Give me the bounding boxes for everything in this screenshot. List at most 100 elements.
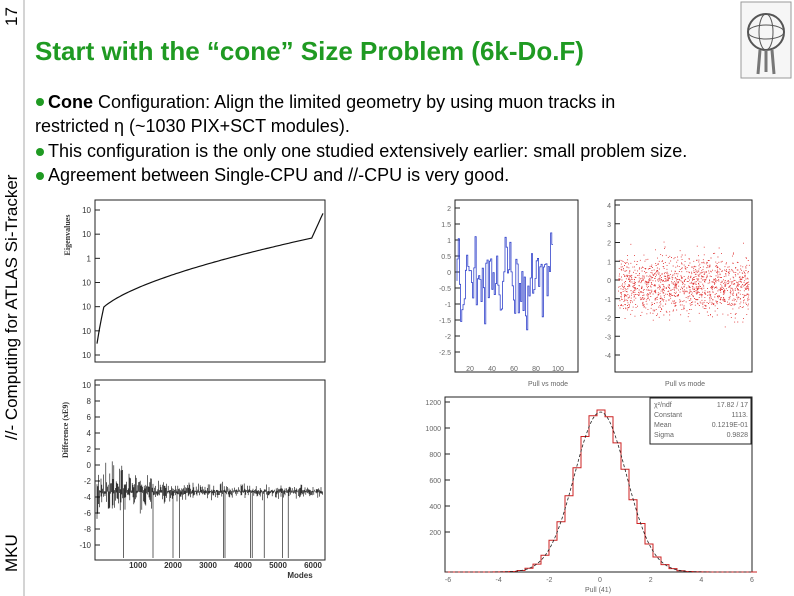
- y-tick-label: 10: [82, 303, 91, 312]
- y-tick-label: 2: [447, 206, 451, 213]
- caption: Pull vs mode: [528, 381, 568, 388]
- logo: [740, 1, 792, 79]
- y-tick-label: 10: [82, 351, 91, 360]
- y-tick-label: 2: [87, 445, 92, 454]
- y-tick-label: -4: [605, 353, 611, 360]
- x-tick-label: -6: [445, 577, 451, 584]
- x-tick-label: -2: [546, 577, 552, 584]
- stats-value: 17.82 / 17: [717, 402, 748, 409]
- plot-frame: [444, 396, 753, 573]
- sidebar-subject: //- Computing for ATLAS Si-Tracker: [2, 174, 21, 440]
- y-tick-label: -0.5: [439, 286, 451, 293]
- y-tick-label: 0.5: [441, 254, 451, 261]
- bullet: Cone Configuration: Align the limited ge…: [48, 92, 615, 112]
- stats-value: 0.9828: [727, 432, 749, 439]
- bullet-cont: restricted η (~1030 PIX+SCT modules).: [35, 116, 350, 136]
- stats-value: 0.1219E-01: [712, 422, 748, 429]
- x-axis-label: Pull (41): [585, 587, 611, 594]
- x-tick-label: 6: [750, 577, 754, 584]
- y-tick-label: 1: [447, 238, 451, 245]
- x-tick-label: 100: [552, 366, 564, 373]
- y-tick-label: -1.5: [439, 318, 451, 325]
- y-tick-label: 1000: [425, 426, 441, 433]
- plot-frame: [94, 199, 326, 363]
- stats-name: Constant: [654, 412, 682, 419]
- y-tick-label: 3: [607, 222, 611, 229]
- figure: 2 1.5 1 0.5 0 -0.5 -1 -1.5 -2 -2.5 20 40 60 80 100 Pull…: [439, 199, 579, 388]
- x-tick-label: -4: [496, 577, 502, 584]
- y-tick-label: 1: [87, 254, 92, 263]
- plot-frame: [454, 199, 579, 373]
- y-tick-label: 400: [429, 504, 441, 511]
- bullet: Agreement between Single-CPU and //-CPU …: [48, 165, 509, 185]
- y-tick-label: 800: [429, 452, 441, 459]
- y-tick-label: -3: [605, 334, 611, 341]
- y-tick-label: -2: [445, 334, 451, 341]
- figure: 10 8 6 4 2 0 -2 -4 -6 -8 -10 1000 2000 3000 4000 5000 60…: [61, 379, 326, 580]
- y-tick-label: 10: [82, 327, 91, 336]
- x-tick-label: 0: [598, 577, 602, 584]
- y-tick-label: -10: [79, 541, 91, 550]
- y-tick-label: 10: [82, 279, 91, 288]
- y-tick-label: 10: [82, 206, 91, 215]
- curve: [96, 213, 324, 344]
- plot-frame: [94, 379, 326, 561]
- y-tick-label: 600: [429, 478, 441, 485]
- scatter: [618, 241, 750, 328]
- y-tick-label: 4: [87, 429, 92, 438]
- stats-value: 1113.: [732, 412, 749, 419]
- bullet-bold: Cone: [48, 92, 93, 112]
- stats-name: Mean: [654, 422, 672, 429]
- y-tick-label: 10: [82, 381, 91, 390]
- bullet-list: Cone Configuration: Align the limited ge…: [35, 92, 687, 185]
- x-tick-label: 4: [699, 577, 703, 584]
- x-tick-label: 6000: [304, 561, 322, 570]
- y-tick-label: 0: [87, 461, 92, 470]
- y-tick-label: 10: [82, 230, 91, 239]
- y-tick-label: 1200: [425, 400, 441, 407]
- x-tick-label: 40: [488, 366, 496, 373]
- y-tick-label: -2: [605, 316, 611, 323]
- y-tick-label: 2: [607, 241, 611, 248]
- bullet: This configuration is the only one studi…: [48, 141, 687, 161]
- y-tick-label: 1.5: [441, 222, 451, 229]
- x-tick-label: 60: [510, 366, 518, 373]
- y-tick-label: 8: [87, 397, 92, 406]
- title: Start with the “cone” Size Problem (6k-D…: [35, 36, 584, 66]
- figure: 10 10 1 10 10 10 10 Eigenvalues: [63, 199, 326, 363]
- stats-name: χ²/ndf: [654, 402, 672, 409]
- fit-curve: [445, 411, 751, 573]
- x-axis-label: Modes: [287, 571, 313, 580]
- caption: Pull vs mode: [665, 381, 705, 388]
- y-tick-label: 0: [607, 278, 611, 285]
- y-tick-label: -1: [605, 297, 611, 304]
- x-tick-label: 20: [466, 366, 474, 373]
- y-tick-label: -2: [84, 477, 92, 486]
- x-tick-label: 4000: [234, 561, 252, 570]
- y-tick-label: -2.5: [439, 350, 451, 357]
- y-axis-label: Difference (xE9): [61, 402, 70, 458]
- y-tick-label: -6: [84, 509, 92, 518]
- x-tick-label: 80: [532, 366, 540, 373]
- x-tick-label: 2000: [164, 561, 182, 570]
- plot-frame: [614, 199, 753, 373]
- x-tick-label: 1000: [129, 561, 147, 570]
- y-tick-label: -4: [84, 493, 92, 502]
- x-tick-label: 5000: [269, 561, 287, 570]
- stats-name: Sigma: [654, 432, 674, 439]
- x-tick-label: 2: [649, 577, 653, 584]
- noise: [96, 461, 323, 558]
- sidebar-org: MKU: [2, 534, 21, 572]
- y-tick-label: -1: [445, 302, 451, 309]
- stats-box: [649, 397, 752, 445]
- y-tick-label: -8: [84, 525, 92, 534]
- y-tick-label: 200: [429, 530, 441, 537]
- y-axis-label: Eigenvalues: [63, 215, 72, 256]
- y-tick-label: 1: [607, 259, 611, 266]
- figure: 1200 1000 800 600 400 200 -6 -4 -2 0 2 4 6 Pull (41) χ…: [425, 396, 757, 594]
- page-number: 17: [2, 7, 21, 26]
- y-tick-label: 6: [87, 413, 92, 422]
- x-tick-label: 3000: [199, 561, 217, 570]
